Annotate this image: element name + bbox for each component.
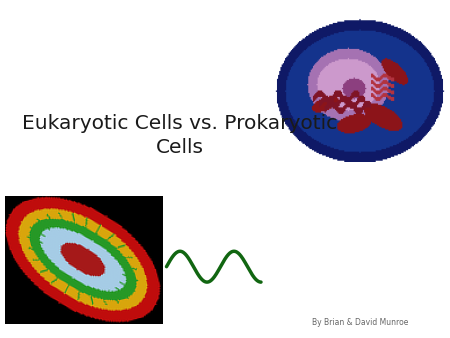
Text: Eukaryotic Cells vs. Prokaryotic
Cells: Eukaryotic Cells vs. Prokaryotic Cells	[22, 114, 338, 157]
Text: By Brian & David Munroe: By Brian & David Munroe	[312, 318, 408, 327]
